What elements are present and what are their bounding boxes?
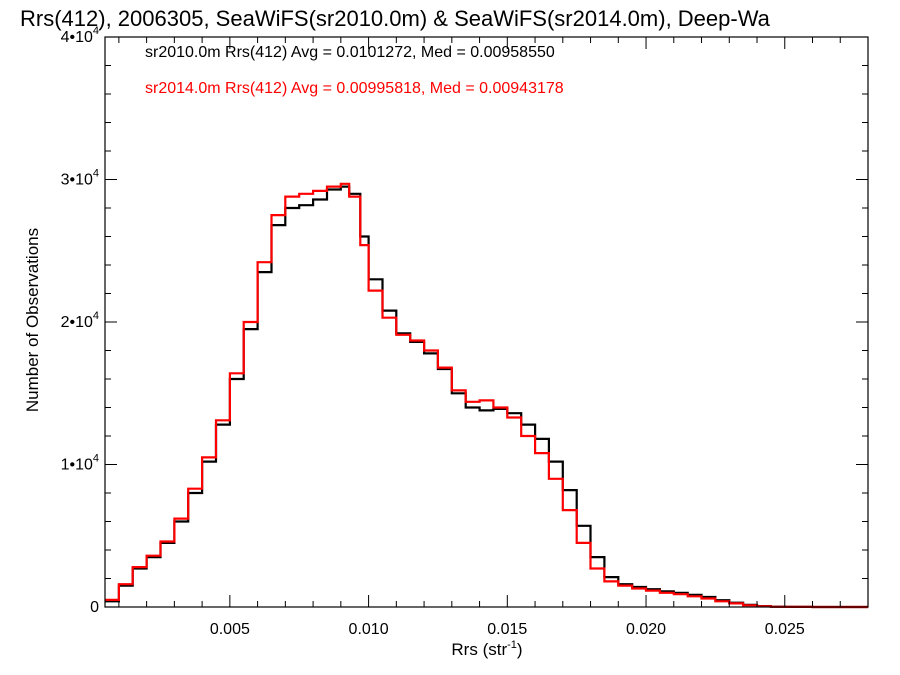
series-stats-sr2014: sr2014.0m Rrs(412) Avg = 0.00995818, Med… <box>145 80 564 97</box>
axes: 0.005 0.010 0.015 0.020 0.025 0 1•104 2•104 3•10… <box>61 25 869 638</box>
x-tick-label: 0.015 <box>487 621 527 638</box>
y-tick-label: 2•104 <box>61 310 99 331</box>
x-tick-label: 0.020 <box>626 621 666 638</box>
series-line-sr2014-0m <box>105 182 868 609</box>
x-axis-title: Rrs (str-1) <box>451 639 522 659</box>
plot-frame <box>104 36 869 608</box>
chart-title: Rrs(412), 2006305, SeaWiFS(sr2010.0m) & … <box>20 6 771 31</box>
x-tick-label: 0.025 <box>765 621 805 638</box>
x-tick-label: 0.005 <box>210 621 250 638</box>
x-axis-title-sup: -1 <box>507 639 517 651</box>
x-tick-label: 0.010 <box>349 621 389 638</box>
x-axis-title-main: Rrs (str <box>451 640 507 659</box>
series-line-sr2010-0m <box>105 185 868 609</box>
y-tick-label: 0 <box>90 599 99 616</box>
plot-area <box>105 182 868 609</box>
x-axis-title-close: ) <box>517 640 523 659</box>
series-stats-sr2010: sr2010.0m Rrs(412) Avg = 0.0101272, Med … <box>145 44 555 61</box>
y-tick-label: 3•104 <box>61 168 99 189</box>
y-tick-label: 4•104 <box>61 25 99 46</box>
y-axis-title: Number of Observations <box>23 228 42 412</box>
y-tick-label: 1•104 <box>61 453 99 474</box>
